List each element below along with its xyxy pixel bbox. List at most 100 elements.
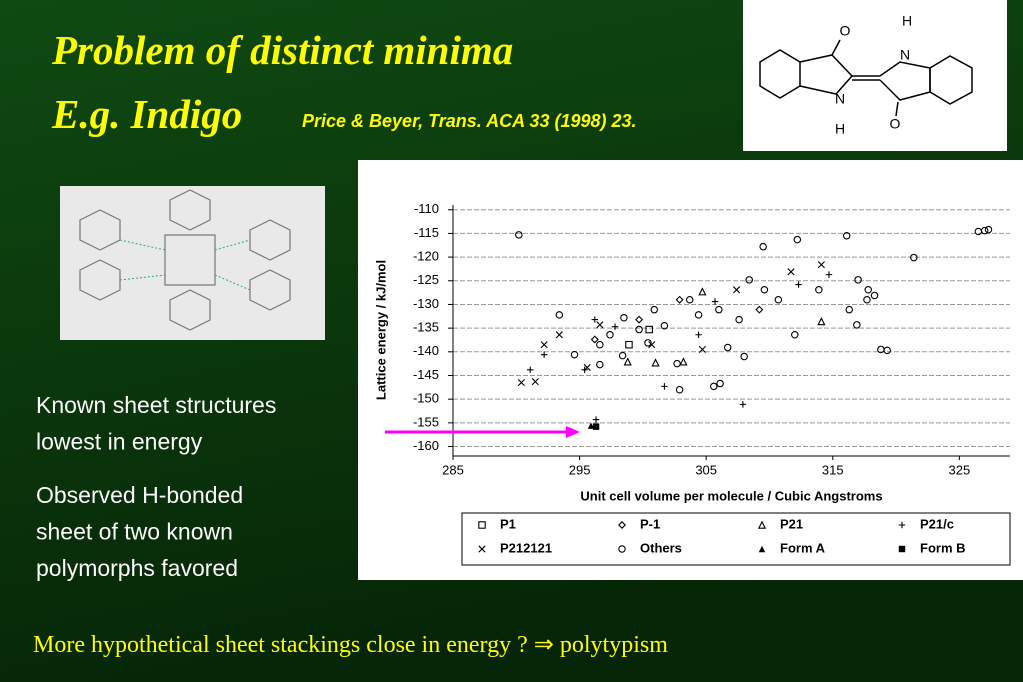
marker [592,416,600,423]
x-tick-label: 295 [569,462,591,477]
marker [760,286,769,294]
legend-label: P212121 [500,540,552,555]
marker [755,305,764,314]
y-tick-label: -115 [414,225,439,240]
y-tick-label: -150 [413,391,439,406]
marker [618,351,627,360]
marker [555,331,563,339]
y-tick-label: -160 [413,438,439,453]
marker [793,235,802,244]
marker [910,253,918,262]
marker [695,331,702,338]
marker [623,357,632,366]
marker [745,276,753,284]
bullets: Known sheet structures lowest in energy Ob… [36,392,276,581]
legend-label: Form B [920,540,966,555]
legend-marker [478,521,486,529]
marker [980,226,989,235]
legend-marker [618,545,626,553]
marker [710,382,718,391]
marker [787,268,795,276]
chart-panel [358,160,1023,580]
marker [842,232,851,240]
title: Problem of distinct minima [51,27,513,73]
legend-marker [898,521,906,529]
marker [715,305,723,314]
marker [685,295,694,304]
molecule: O H N N H O [743,0,1007,151]
marker [795,281,802,288]
legend-marker [757,520,767,529]
marker [540,341,548,349]
marker [515,231,523,239]
marker [815,286,823,294]
atom-label: O [840,23,851,39]
x-tick-label: 285 [442,462,464,477]
marker [570,350,579,359]
marker [592,423,600,430]
marker [716,379,724,388]
bullet-line: Observed H-bonded [36,482,243,508]
atom-label: H [902,13,912,29]
marker [825,271,833,278]
marker [883,346,891,355]
marker [870,291,879,300]
atom-label: N [900,47,910,63]
legend-label: P-1 [640,516,660,531]
x-tick-label: 305 [695,462,717,477]
legend-marker [758,545,766,553]
bullet-line: polymorphs favored [36,555,238,581]
arrow [385,426,580,438]
bullet-line: Known sheet structures [36,392,276,418]
marker [735,315,743,324]
x-tick-label: 325 [949,462,971,477]
marker [591,316,598,323]
marker [791,331,799,339]
marker [620,313,628,322]
marker [853,321,861,329]
legend-marker [478,545,486,553]
marker [723,343,732,352]
marker [739,401,747,408]
x-tick-label: 315 [822,462,844,477]
marker [583,363,591,372]
marker [606,331,614,339]
marker [694,311,703,319]
y-tick-label: -130 [413,296,439,311]
y-tick-label: -155 [413,414,439,429]
crystal-image [60,186,325,340]
atom-label: O [890,116,901,132]
citation: Price & Beyer, Trans. ACA 33 (1998) 23. [302,111,637,131]
marker [774,295,783,304]
y-tick-label: -125 [413,272,439,287]
marker [673,359,681,368]
marker [732,286,741,294]
atom-label: N [835,91,845,107]
marker [740,352,748,361]
marker [759,242,767,251]
marker [644,339,652,347]
y-tick-label: -120 [413,249,439,264]
marker [531,378,539,386]
marker [555,311,564,319]
legend-marker [898,545,906,553]
marker [711,298,719,305]
marker [698,287,707,296]
y-tick-label: -135 [413,320,439,335]
marker [817,317,826,326]
legend-label: Others [640,540,682,555]
legend-label: P1 [500,516,516,531]
marker [864,286,872,294]
chart: -110 -115 -120 -125 -130 -135 -140 -145 -150 -155… [373,201,1011,566]
subtitle: E.g. Indigo [51,91,242,137]
marker [675,385,684,394]
y-tick-label: -145 [413,367,439,382]
legend-label: Form A [780,540,826,555]
marker [596,360,604,369]
marker [611,323,619,330]
atom-label: H [835,121,845,137]
marker [517,379,525,387]
marker [817,261,825,269]
marker [984,225,993,234]
